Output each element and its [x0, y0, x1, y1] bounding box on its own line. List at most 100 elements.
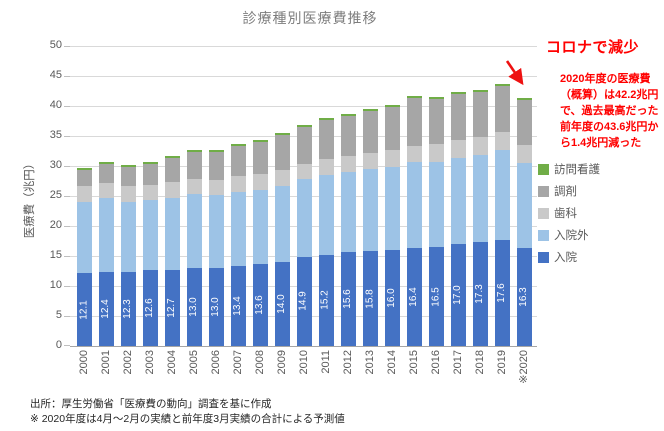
- bar-value-label: 13.0: [210, 297, 221, 317]
- chart-title: 診療種別医療費推移: [242, 10, 378, 26]
- bar-segment-入院-2005: [186, 268, 202, 346]
- bar-value-label: 15.6: [341, 289, 353, 309]
- bar-segment-入院-2008: [252, 264, 268, 346]
- bar-segment-入院-2000: [76, 273, 92, 346]
- legend-item-調剤: 調剤: [538, 185, 600, 198]
- y-tick-mark: [64, 46, 70, 47]
- bar-segment-入院外-2010: [296, 179, 312, 257]
- bar-segment-訪問看護-2009: [274, 132, 290, 135]
- bar-segment-訪問看護-2010: [296, 125, 312, 127]
- bar-segment-歯科-2011: [318, 158, 334, 175]
- x-tick-label: 2001: [100, 350, 112, 375]
- bar-segment-入院-2018: [472, 242, 488, 346]
- bar-segment-調剤-2007: [230, 146, 246, 177]
- bar-segment-入院外-2006: [208, 195, 224, 268]
- bar-segment-調剤-2002: [120, 166, 136, 187]
- bar-value-label: 12.3: [121, 299, 133, 319]
- y-tick-label: 15: [49, 249, 62, 261]
- bar-segment-訪問看護-2008: [252, 140, 268, 142]
- bar-segment-入院外-2018: [472, 154, 488, 243]
- bar-segment-入院-2006: [208, 268, 224, 346]
- bar-segment-調剤-2008: [252, 142, 268, 175]
- bar-segment-入院-2011: [318, 254, 334, 346]
- bar-segment-歯科-2013: [362, 152, 378, 169]
- bar-segment-歯科-2016: [428, 144, 444, 162]
- bar-segment-入院外-2008: [252, 190, 268, 265]
- y-tick-mark: [64, 136, 70, 137]
- bar-segment-入院-2001: [98, 271, 114, 346]
- bar-value-label: 12.7: [165, 298, 177, 318]
- bar-segment-訪問看護-2005: [186, 150, 202, 153]
- x-tick-label: 2007: [232, 350, 244, 375]
- bar-segment-訪問看護-2011: [318, 117, 334, 120]
- x-tick-label: 2011: [320, 350, 332, 374]
- bar-segment-入院外-2011: [318, 175, 334, 255]
- legend-item-歯科: 歯科: [538, 207, 600, 220]
- bar-value-label: 17.0: [452, 285, 463, 305]
- x-tick-label: 2003: [144, 350, 156, 375]
- y-tick-label: 0: [55, 339, 62, 351]
- bar-segment-調剤-2015: [406, 98, 422, 146]
- y-tick-label: 50: [49, 39, 62, 51]
- legend-label: 入院: [554, 252, 577, 264]
- bar-segment-入院外-2015: [406, 162, 422, 248]
- bar-segment-入院-2019: [494, 240, 510, 346]
- bar-segment-調剤-2009: [274, 134, 290, 171]
- bar-value-label: 16.5: [430, 286, 441, 307]
- y-tick-label: 35: [49, 129, 62, 141]
- bar-segment-訪問看護-2001: [98, 162, 114, 165]
- bar-segment-調剤-2016: [428, 99, 444, 145]
- bar-segment-入院外-2013: [362, 169, 378, 252]
- bar-value-label: 12.6: [143, 298, 155, 318]
- bar-segment-入院外-2005: [186, 194, 202, 268]
- legend-item-訪問看護: 訪問看護: [538, 163, 600, 176]
- gridline: [70, 46, 537, 47]
- y-tick-mark: [64, 226, 70, 227]
- x-tick-label: 2015: [408, 350, 420, 375]
- bar-segment-訪問看護-2007: [230, 144, 246, 147]
- legend-label: 入院外: [554, 230, 589, 242]
- bar-segment-入院-2014: [384, 250, 400, 346]
- bar-segment-調剤-2013: [362, 110, 378, 153]
- bar-segment-訪問看護-2013: [362, 108, 378, 111]
- bar-value-label: 14.9: [297, 291, 309, 312]
- bar-segment-入院外-2019: [494, 150, 510, 241]
- bar-segment-訪問看護-2000: [76, 168, 92, 171]
- bar-segment-入院-2010: [296, 256, 312, 346]
- bar-segment-調剤-2011: [318, 119, 334, 159]
- bar-segment-調剤-2005: [186, 152, 202, 179]
- x-tick-label: 2008: [254, 350, 266, 375]
- bar-segment-調剤-2004: [164, 158, 180, 183]
- bar-value-label: 15.8: [363, 288, 375, 309]
- legend: 訪問看護調剤歯科入院外入院: [538, 163, 600, 273]
- bar-segment-入院-2016: [428, 247, 444, 346]
- bar-segment-入院-2013: [362, 251, 378, 346]
- legend-item-入院: 入院: [538, 251, 600, 264]
- bar-segment-入院外-2009: [274, 185, 290, 262]
- bar-segment-調剤-※2020: [516, 100, 532, 145]
- bar-segment-歯科-2008: [252, 174, 268, 190]
- legend-label: 訪問看護: [554, 164, 600, 176]
- x-tick-label: ※2020: [518, 350, 530, 384]
- y-tick-label: 10: [49, 279, 62, 291]
- bar-segment-入院-2012: [340, 252, 356, 346]
- bar-segment-入院-2003: [142, 270, 158, 346]
- bar-segment-歯科-2015: [406, 145, 422, 163]
- bar-segment-入院-2009: [274, 262, 290, 346]
- bar-segment-入院外-2001: [98, 198, 114, 272]
- y-tick-label: 40: [49, 99, 62, 111]
- bar-segment-調剤-2003: [142, 163, 158, 185]
- bar-value-label: 17.3: [473, 284, 485, 304]
- x-tick-label: 2004: [166, 350, 178, 375]
- bar-segment-調剤-2006: [208, 152, 224, 180]
- bar-value-label: 15.2: [319, 290, 331, 311]
- legend-swatch: [538, 163, 549, 175]
- annotation-body: 2020年度の医療費（概算）は42.2兆円で、過去最高だった前年度の43.6兆円…: [560, 73, 659, 149]
- bar-segment-入院外-2007: [230, 191, 246, 266]
- bar-segment-歯科-2003: [142, 184, 158, 201]
- bar-segment-調剤-2014: [384, 107, 400, 151]
- bar-segment-入院-2002: [120, 272, 136, 346]
- bar-value-label: 12.1: [78, 299, 89, 320]
- bar-segment-入院外-2014: [384, 167, 400, 250]
